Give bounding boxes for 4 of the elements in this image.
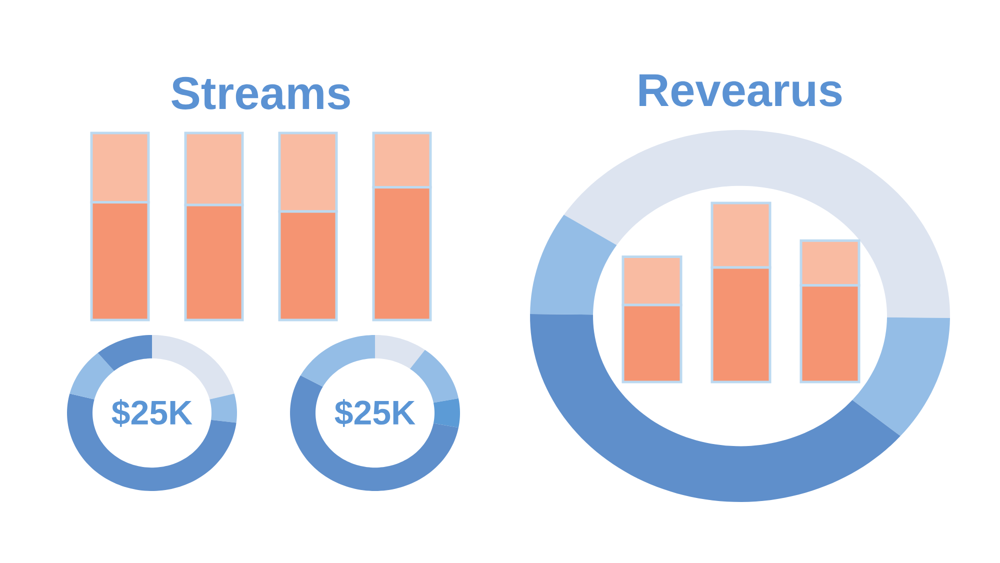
- text: $25K: [334, 399, 416, 427]
- chart-title: Streams: [172, 76, 350, 110]
- chart-title: Revearus: [640, 74, 842, 106]
- text: $25K: [112, 399, 192, 427]
